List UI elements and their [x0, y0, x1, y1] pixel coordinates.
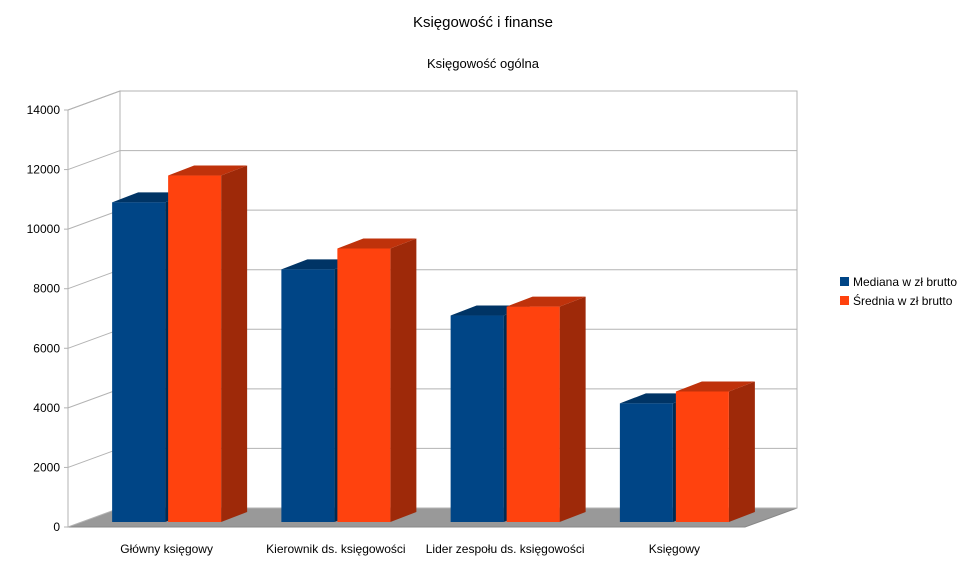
- bar-1-3: [675, 391, 729, 522]
- bar-top-1-1: [337, 238, 417, 249]
- x-tick-label: Kierownik ds. księgowości: [266, 542, 405, 556]
- gridline-side: [67, 447, 121, 468]
- bar-side-1-0: [221, 165, 248, 522]
- bar-0-3: [619, 403, 673, 522]
- legend-swatch-mean: [840, 296, 849, 305]
- chart-legend: Mediana w zł brutto Średnia w zł brutto: [840, 272, 957, 310]
- legend-label-median: Mediana w zł brutto: [853, 274, 958, 289]
- y-tick-label: 0: [53, 520, 60, 534]
- bar-side-1-1: [390, 238, 417, 522]
- bar-side-1-2: [559, 296, 586, 522]
- y-tick-label: 8000: [33, 282, 60, 296]
- x-tick-label: Lider zespołu ds. księgowości: [426, 542, 585, 556]
- gridline-side: [67, 269, 121, 290]
- y-tick-label: 12000: [27, 163, 61, 177]
- y-tick-label: 2000: [33, 460, 60, 474]
- y-tick-label: 14000: [27, 103, 61, 117]
- legend-item-mean: Średnia w zł brutto: [840, 291, 957, 310]
- y-tick-label: 6000: [33, 341, 60, 355]
- bar-top-1-0: [168, 165, 248, 176]
- gridline-side: [67, 328, 121, 349]
- x-tick-label: Główny księgowy: [120, 542, 213, 556]
- legend-item-median: Mediana w zł brutto: [840, 272, 957, 291]
- chart-title: Księgowość i finanse: [412, 14, 554, 31]
- bar-0-2: [450, 315, 504, 522]
- gridline-side: [67, 150, 121, 171]
- bar-1-1: [337, 248, 391, 522]
- bar-0-1: [281, 269, 335, 522]
- x-tick-label: Księgowy: [649, 542, 700, 556]
- gridline-side: [67, 209, 121, 230]
- bar-1-2: [506, 306, 560, 522]
- legend-swatch-median: [840, 277, 849, 286]
- gridline-side: [67, 388, 121, 409]
- bar-top-1-2: [506, 296, 586, 307]
- chart-subtitle: Księgowość ogólna: [426, 56, 540, 71]
- legend-label-mean: Średnia w zł brutto: [853, 293, 953, 308]
- gridline-side: [67, 90, 121, 111]
- bar-0-0: [112, 202, 166, 523]
- bar-1-0: [168, 175, 222, 522]
- y-tick-label: 10000: [27, 222, 61, 236]
- y-tick-label: 4000: [33, 401, 60, 415]
- bar-top-1-3: [675, 381, 755, 392]
- bar-side-1-3: [728, 381, 755, 522]
